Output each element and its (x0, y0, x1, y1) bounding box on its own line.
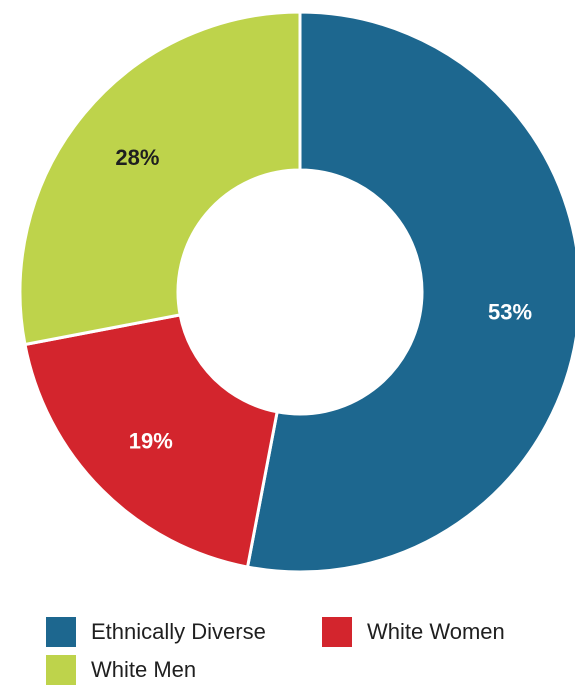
legend-label-ethnically-diverse: Ethnically Diverse (91, 619, 266, 644)
slice-label-white-women: 19% (129, 429, 173, 454)
slice-white-women (23, 313, 279, 569)
legend-label-white-women: White Women (367, 619, 505, 644)
slice-ethnically-diverse (246, 10, 575, 574)
slice-label-white-men: 28% (115, 145, 159, 170)
donut-slices (18, 10, 575, 574)
legend-swatch-white-women (322, 617, 352, 647)
legend-label-white-men: White Men (91, 657, 197, 682)
legend-item-white-women: White Women (322, 615, 505, 649)
legend-swatch-white-men (46, 655, 76, 685)
slice-labels: 53% 19% 28% (115, 145, 532, 454)
legend-item-ethnically-diverse: Ethnically Diverse (46, 615, 266, 649)
slice-white-men (18, 10, 302, 346)
legend-item-white-men: White Men (46, 653, 196, 687)
slice-label-ethnically-diverse: 53% (488, 299, 532, 324)
legend-swatch-ethnically-diverse (46, 617, 76, 647)
